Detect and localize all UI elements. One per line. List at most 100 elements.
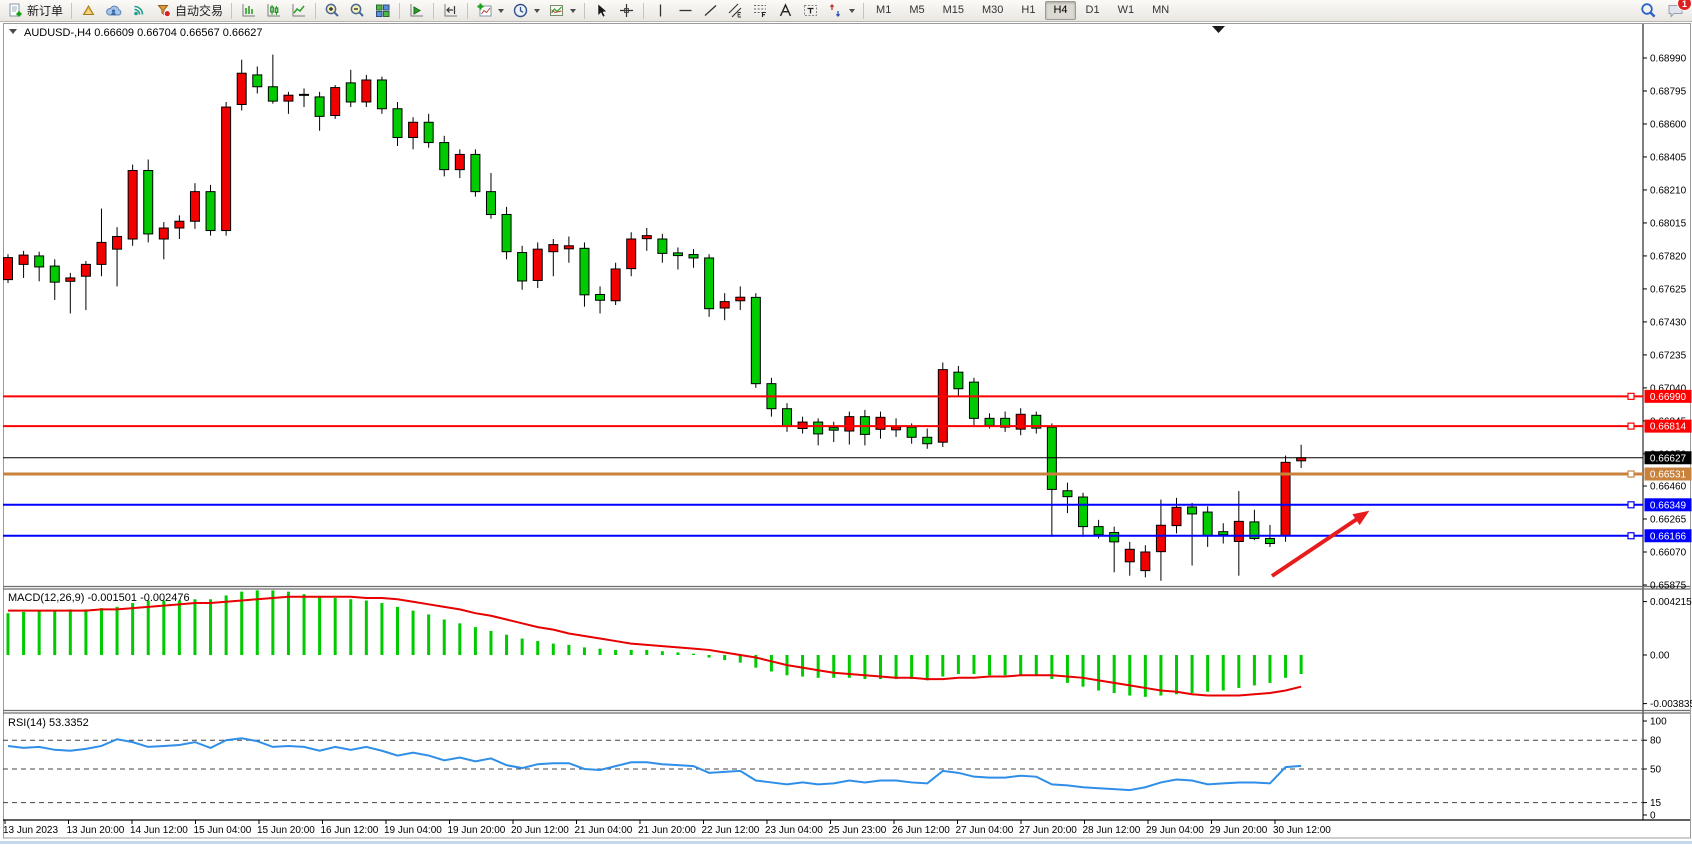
chart-candles-button[interactable] <box>261 1 286 20</box>
price-tick: 0.68210 <box>1650 185 1687 196</box>
templates-button[interactable] <box>544 1 580 20</box>
zoom-in-icon <box>325 3 339 17</box>
chart-shift-button[interactable] <box>438 1 463 20</box>
line-handle[interactable] <box>1627 532 1635 540</box>
new-chart-icon <box>477 3 492 17</box>
bar-chart-icon <box>242 4 256 17</box>
candle <box>1296 444 1307 468</box>
candle <box>1078 492 1089 537</box>
chat-button[interactable]: 1 <box>1667 0 1692 19</box>
rsi-header: RSI(14) 53.3352 <box>8 717 89 729</box>
text-label-icon <box>804 5 818 16</box>
arrows-icon <box>829 4 841 17</box>
price-label: 0.66166 <box>1650 531 1687 542</box>
candle <box>1233 491 1244 576</box>
toolbar-separator <box>71 2 73 19</box>
time-label: 21 Jun 04:00 <box>575 825 633 836</box>
equidistant-channel-tool[interactable] <box>723 1 748 20</box>
timeframe-m1[interactable]: M1 <box>876 4 892 16</box>
candle <box>174 215 185 240</box>
new-chart-button[interactable] <box>472 1 508 20</box>
candle <box>392 101 403 146</box>
timeframe-m30[interactable]: M30 <box>982 4 1004 16</box>
price-tick: 0.67235 <box>1650 350 1687 361</box>
cursor-button[interactable] <box>589 1 614 20</box>
chart-shift-icon <box>444 4 458 17</box>
signals-button[interactable] <box>126 1 151 20</box>
zoom-out-button[interactable] <box>345 1 370 20</box>
candle <box>1062 482 1073 514</box>
chart-shift-marker[interactable] <box>1212 26 1225 33</box>
auto-trading-icon <box>157 5 171 18</box>
timeframe-h4[interactable]: H4 <box>1045 1 1076 20</box>
horizontal-line-tool[interactable] <box>673 1 698 20</box>
vertical-line-tool[interactable] <box>648 1 673 20</box>
candle <box>735 286 746 311</box>
chart-canvas[interactable]: 0.68990 0.68795 0.68600 0.68405 0.68210 0.680… <box>0 22 1692 844</box>
price-tick: 0.68015 <box>1650 218 1687 229</box>
auto-trading-label: 自动交易 <box>175 4 224 18</box>
signals-icon <box>134 5 144 16</box>
candle <box>563 236 574 263</box>
price-tick: 0.67040 <box>1650 383 1687 394</box>
chart-window: 0.68990 0.68795 0.68600 0.68405 0.68210 0.680… <box>0 22 1692 844</box>
candle <box>1046 423 1057 537</box>
price-axis[interactable]: 0.68990 0.68795 0.68600 0.68405 0.68210 0.680… <box>1643 53 1692 822</box>
arrows-tool[interactable] <box>823 1 859 20</box>
toolbar-separator <box>315 2 317 19</box>
candle <box>267 54 278 104</box>
time-label: 25 Jun 23:00 <box>829 825 887 836</box>
line-handle[interactable] <box>1627 470 1635 478</box>
price-label: 0.66627 <box>1650 453 1687 464</box>
timeframe-mn[interactable]: MN <box>1152 4 1170 16</box>
chart-line-button[interactable] <box>286 1 311 20</box>
candle <box>968 377 979 426</box>
candle <box>501 206 512 260</box>
candle <box>3 254 13 283</box>
price-label-box <box>1644 389 1692 403</box>
community-button[interactable] <box>101 1 126 20</box>
line-handle[interactable] <box>1627 501 1635 509</box>
time-label: 27 Jun 04:00 <box>956 825 1014 836</box>
auto-trading-button[interactable]: 自动交易 <box>151 1 227 20</box>
one-click-trading-toggle[interactable] <box>9 29 17 34</box>
line-handle[interactable] <box>1627 392 1635 400</box>
candle <box>1187 502 1198 566</box>
trend-arrow-head[interactable] <box>1352 510 1370 526</box>
time-label: 29 Jun 20:00 <box>1210 825 1268 836</box>
crosshair-button[interactable] <box>614 1 639 20</box>
new-order-button[interactable]: 新订单 <box>3 1 67 20</box>
auto-scroll-button[interactable] <box>404 1 429 20</box>
tile-windows-button[interactable] <box>370 1 395 20</box>
trend-arrow-line[interactable] <box>1270 516 1360 578</box>
time-axis[interactable]: 13 Jun 2023 13 Jun 20:00 14 Jun 12:00 15 Ju… <box>3 820 1331 836</box>
timeframe-w1[interactable]: W1 <box>1117 4 1135 16</box>
candle <box>485 173 496 219</box>
trendline-tool[interactable] <box>698 1 723 20</box>
text-label-tool[interactable] <box>798 1 823 20</box>
zoom-in-button[interactable] <box>320 1 345 20</box>
candle <box>782 403 792 432</box>
time-label: 20 Jun 12:00 <box>511 825 569 836</box>
timeframe-h1[interactable]: H1 <box>1021 4 1036 16</box>
candle <box>1140 545 1151 578</box>
chart-bars-button[interactable] <box>236 1 261 20</box>
rsi-tick: 15 <box>1650 798 1662 809</box>
candle <box>891 418 902 437</box>
timeframe-m15[interactable]: M15 <box>942 4 964 16</box>
candle <box>657 233 668 263</box>
timeframe-m5[interactable]: M5 <box>909 4 925 16</box>
periods-button[interactable] <box>508 1 544 20</box>
market-button[interactable] <box>76 1 101 20</box>
new-order-icon <box>9 3 22 17</box>
timeframe-d1[interactable]: D1 <box>1085 4 1100 16</box>
candle <box>517 245 528 290</box>
text-tool[interactable] <box>773 1 798 20</box>
search-icon[interactable] <box>1640 2 1657 19</box>
time-label: 22 Jun 12:00 <box>702 825 760 836</box>
fibonacci-tool[interactable] <box>748 1 773 20</box>
rsi-tick: 0 <box>1650 811 1656 822</box>
price-label-box <box>1644 467 1692 481</box>
line-handle[interactable] <box>1627 422 1635 430</box>
timeframe-group: M1 M5 M15 M30 H1 H4 D1 W1 MN <box>868 1 1177 20</box>
